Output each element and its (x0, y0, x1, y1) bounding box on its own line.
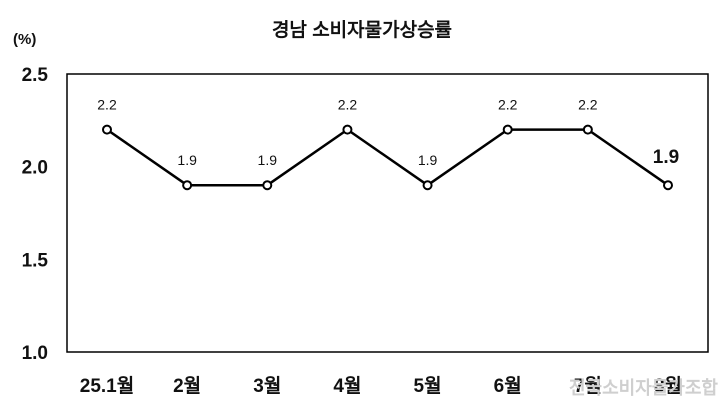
x-tick-label: 2월 (173, 375, 201, 397)
y-tick-label: 1.0 (22, 343, 48, 364)
data-points (102, 124, 673, 191)
data-point (182, 180, 193, 191)
data-label: 1.9 (258, 152, 278, 168)
chart-title: 경남 소비자물가상승률 (272, 19, 452, 41)
watermark: 전국소비자물가조합 (569, 377, 718, 398)
x-tick-label: 7월 (574, 375, 602, 397)
y-tick-label: 1.5 (22, 250, 49, 271)
x-tick-label: 25.1월 (80, 375, 134, 397)
y-axis-unit: (%) (13, 31, 36, 48)
y-tick-label: 2.5 (22, 65, 49, 86)
x-tick-label: 3월 (253, 375, 281, 397)
data-label: 2.2 (97, 97, 117, 113)
x-axis-ticks: 25.1월 2월 3월 4월 5월 6월 7월 8월 (80, 375, 682, 397)
data-point (502, 124, 513, 135)
plot-area-frame (66, 73, 709, 353)
y-tick-label: 2.0 (22, 158, 48, 179)
data-point (102, 124, 112, 135)
data-label-highlighted: 1.9 (653, 147, 679, 168)
x-tick-label: 6월 (494, 375, 522, 397)
x-tick-label: 5월 (414, 375, 442, 397)
data-label: 2.2 (578, 97, 598, 113)
data-point (342, 124, 353, 135)
data-point (262, 180, 273, 191)
data-label: 1.9 (177, 152, 197, 168)
x-tick-label: 4월 (333, 375, 361, 397)
data-label: 1.9 (418, 152, 438, 168)
data-labels: 2.2 1.9 1.9 2.2 1.9 2.2 2.2 1.9 (97, 97, 679, 169)
data-point (663, 180, 673, 191)
data-point (422, 180, 433, 191)
series-line (106, 128, 669, 187)
y-axis-ticks: 1.0 1.5 2.0 2.5 (22, 65, 49, 364)
data-point (582, 124, 593, 135)
data-label: 2.2 (338, 97, 358, 113)
x-tick-label: 8월 (654, 375, 682, 397)
data-label: 2.2 (498, 97, 518, 113)
